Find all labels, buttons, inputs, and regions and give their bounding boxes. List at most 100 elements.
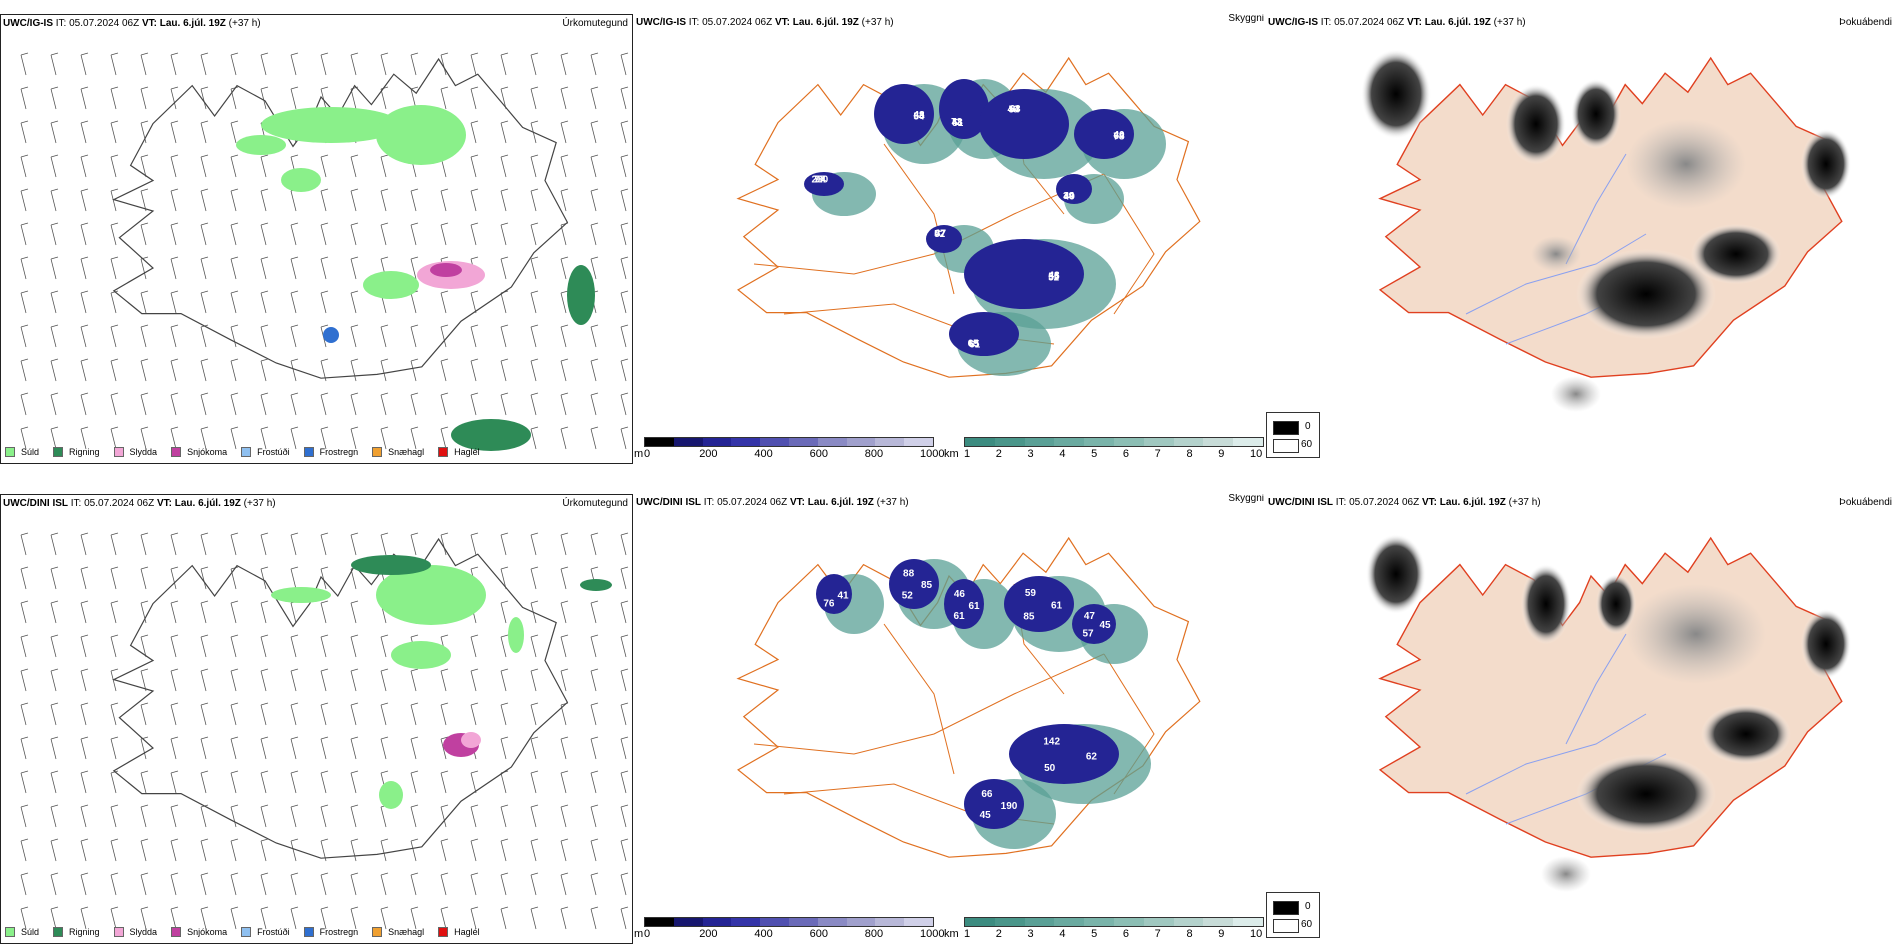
fog-index-area xyxy=(1596,574,1636,634)
panel-title: Úrkomutegund xyxy=(562,498,628,509)
legend-swatch xyxy=(438,447,449,457)
fog-index-area xyxy=(1576,754,1716,834)
drizzle-area xyxy=(281,168,321,192)
colorbar-tick: 9 xyxy=(1218,448,1225,460)
ceiling-value-label: 54 xyxy=(1008,104,1020,115)
legend-swatch xyxy=(241,927,252,937)
precip-type-panel-row2: UWC/DINI ISL IT: 05.07.2024 06Z VT: Lau.… xyxy=(0,494,633,944)
ceiling-value-label: 65 xyxy=(968,339,980,350)
snow-area xyxy=(430,263,462,277)
low-ceiling-area xyxy=(889,559,939,609)
legend-item: Frostúði xyxy=(241,927,290,937)
colorbar-unit: km xyxy=(944,928,959,940)
ceiling-value-label: 61 xyxy=(968,601,980,612)
colorbar-unit: m xyxy=(634,928,644,940)
legend-item: Súld xyxy=(5,447,39,457)
colorbar-tick: 0 xyxy=(644,928,651,940)
legend-swatch xyxy=(5,447,15,457)
low-ceiling-area xyxy=(1004,576,1074,632)
colorbar-tick: 400 xyxy=(754,928,773,940)
precip-type-panel-row1: UWC/IG-IS IT: 05.07.2024 06Z VT: Lau. 6.… xyxy=(0,14,633,464)
legend-item: Haglél xyxy=(438,447,480,457)
ceiling-value-label: 64 xyxy=(1113,131,1125,142)
freezing-rain-area xyxy=(323,327,339,343)
colorbar-tick: 800 xyxy=(864,928,884,940)
coastline xyxy=(112,537,569,859)
fog-map-row1 xyxy=(1361,49,1851,412)
ceiling-value-label: 52 xyxy=(1048,272,1060,283)
colorbar-tick: 9 xyxy=(1218,928,1225,940)
ceiling-value-label: 37 xyxy=(935,229,947,240)
ceiling-value-label: 47 xyxy=(935,229,947,240)
panel-header: UWC/DINI ISL IT: 05.07.2024 06Z VT: Lau.… xyxy=(636,497,909,508)
ceiling-value-label: 66 xyxy=(981,789,993,800)
legend-item: Frostúði xyxy=(241,447,290,457)
colorbar-tick: 600 xyxy=(809,448,828,460)
fog-index-area xyxy=(1576,249,1716,339)
legend-label: Frostúði xyxy=(257,447,290,457)
rain-area xyxy=(567,265,595,325)
legend-item: Snæhagl xyxy=(372,447,424,457)
road-network xyxy=(753,583,1155,825)
ceiling-value-label: 48 xyxy=(913,110,925,121)
colorbar-tick: 0 xyxy=(644,448,651,460)
colorbar-unit: m xyxy=(634,448,644,460)
ceiling-value-label: 77 xyxy=(814,175,826,186)
ceiling-value-label: 48 xyxy=(952,118,964,129)
colorbar-tick: 2 xyxy=(995,928,1002,940)
legend-label: Snæhagl xyxy=(388,447,425,457)
low-ceiling-area xyxy=(949,312,1019,356)
ceiling-value-label: 44 xyxy=(1063,191,1075,202)
legend-item: Haglél xyxy=(438,927,480,937)
legend-swatch xyxy=(171,927,182,937)
colorbar-tick: 3 xyxy=(1027,928,1034,940)
drizzle-area xyxy=(376,105,466,165)
fog-index-area xyxy=(1801,129,1851,199)
legend-item: Slydda xyxy=(113,447,157,457)
legend-label: Frostúði xyxy=(257,927,290,937)
ceiling-value-label: 85 xyxy=(921,580,933,591)
legend-label: Snjókoma xyxy=(187,447,228,457)
colorbar-tick: 10 xyxy=(1250,448,1263,460)
legend-label: Snæhagl xyxy=(388,927,425,937)
legend-swatch xyxy=(53,927,64,937)
ceiling-value-label: 52 xyxy=(902,591,914,602)
low-ceiling-area xyxy=(816,574,852,614)
precip-map-row2 xyxy=(20,532,629,930)
colorbar-tick: 7 xyxy=(1154,928,1161,940)
colorbar-tick: 10 xyxy=(1250,928,1263,940)
fog-index-area xyxy=(1361,49,1431,139)
legend-item: Frostregn xyxy=(303,927,358,937)
legend-swatch xyxy=(372,447,383,457)
legend-swatch xyxy=(372,927,383,937)
ceiling-value-label: 142 xyxy=(1043,737,1060,748)
ceiling-value-label: 85 xyxy=(1023,611,1035,622)
coastline xyxy=(112,57,569,379)
fog-index-area xyxy=(1801,609,1851,679)
colorbar-tick: 200 xyxy=(699,928,718,940)
colorbar-tick: 5 xyxy=(1091,928,1098,940)
ceiling-value-label: 62 xyxy=(1086,752,1098,763)
panel-header: UWC/IG-IS IT: 05.07.2024 06Z VT: Lau. 6.… xyxy=(3,18,261,29)
fog-index-area xyxy=(1366,534,1426,614)
legend-item: Snæhagl xyxy=(372,927,424,937)
ceiling-value-label: 45 xyxy=(1099,620,1111,631)
legend-swatch xyxy=(53,447,64,457)
low-ceiling-area xyxy=(1056,174,1092,204)
colorbar-tick: 8 xyxy=(1186,928,1193,940)
ceiling-value-label: 61 xyxy=(1051,601,1063,612)
low-ceiling-area xyxy=(964,779,1024,829)
colorbar-tick: 6 xyxy=(1122,928,1129,940)
legend-swatch xyxy=(113,927,124,937)
sleet-area xyxy=(461,732,481,748)
fog-index-area xyxy=(1521,564,1571,644)
legend-item: Slydda xyxy=(113,927,158,937)
low-ceiling-area xyxy=(804,172,844,196)
panel-title: Úrkomutegund xyxy=(562,18,628,29)
legend-label: Slydda xyxy=(129,927,158,937)
colorbar-tick: 8 xyxy=(1186,448,1193,460)
legend-label: Rigning xyxy=(69,927,100,937)
ceiling-value-label: 72 xyxy=(951,117,963,128)
ceiling-value-label: 45 xyxy=(980,810,992,821)
low-ceiling-area xyxy=(964,239,1084,309)
